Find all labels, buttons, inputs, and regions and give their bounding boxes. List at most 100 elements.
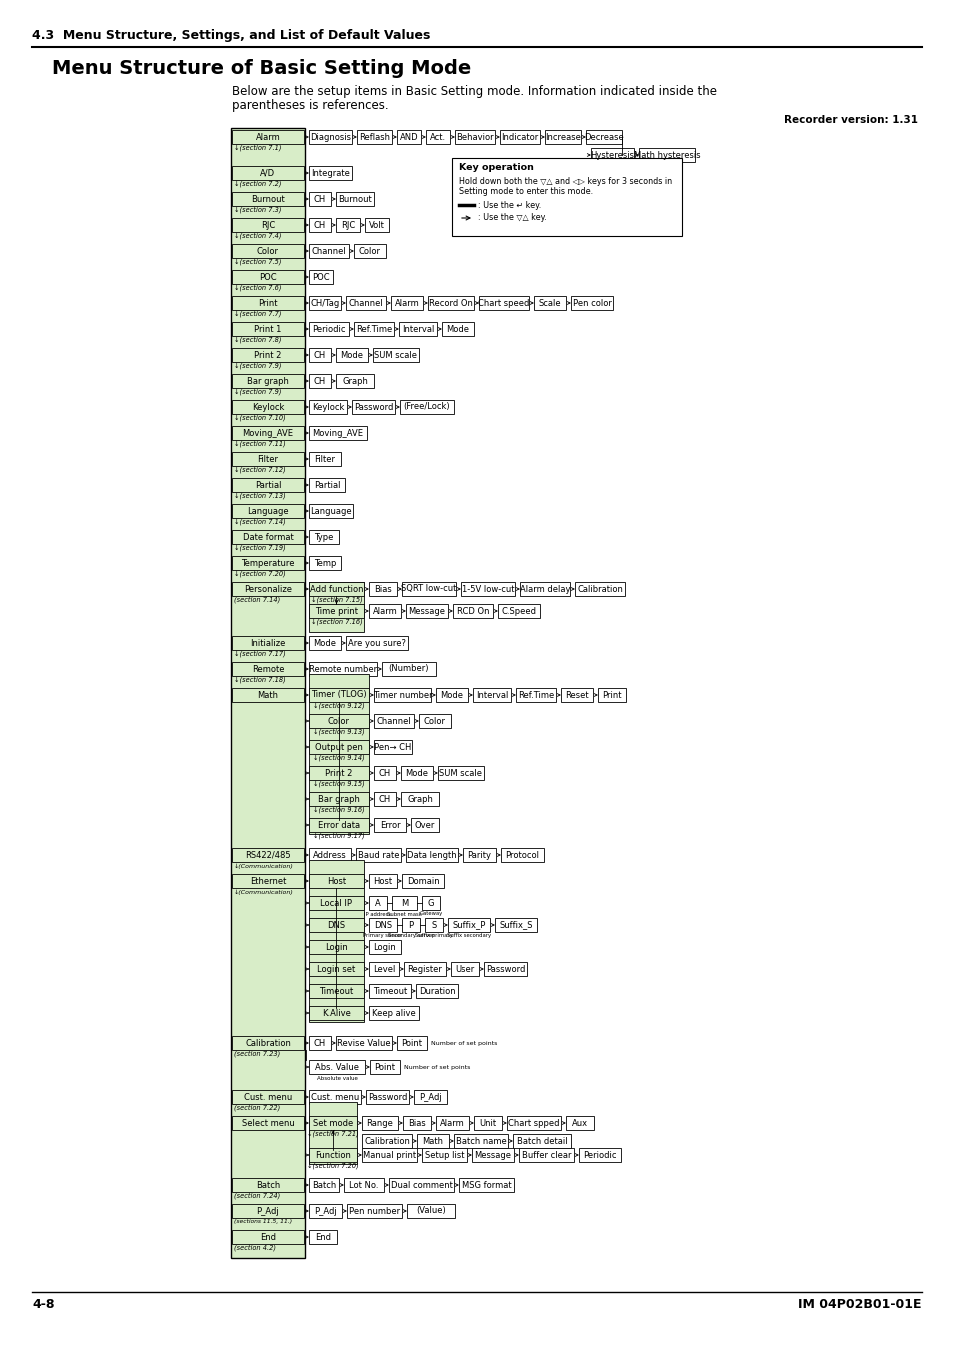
Text: Cust. menu: Cust. menu [311,1092,358,1102]
Text: Color: Color [256,247,278,255]
FancyBboxPatch shape [309,674,369,834]
Text: Number of set points: Number of set points [403,1065,470,1069]
FancyBboxPatch shape [232,1089,304,1104]
FancyBboxPatch shape [424,918,442,932]
Text: AND: AND [399,132,417,142]
Text: Scale: Scale [538,298,560,308]
Text: parentheses is references.: parentheses is references. [232,100,388,112]
FancyBboxPatch shape [355,848,400,863]
FancyBboxPatch shape [534,296,565,310]
FancyBboxPatch shape [309,582,364,595]
FancyBboxPatch shape [309,192,331,207]
Text: Mode: Mode [405,768,428,778]
Text: ↓(section 7.10): ↓(section 7.10) [233,414,286,421]
FancyBboxPatch shape [309,244,349,258]
FancyBboxPatch shape [309,1179,338,1192]
Text: P_Adj: P_Adj [314,1207,336,1215]
FancyBboxPatch shape [400,765,433,780]
Text: Math hysteresis: Math hysteresis [633,150,700,159]
FancyBboxPatch shape [369,896,387,910]
FancyBboxPatch shape [389,1179,454,1192]
FancyBboxPatch shape [309,427,367,440]
Text: Dual comment: Dual comment [390,1180,452,1189]
FancyBboxPatch shape [474,1116,501,1130]
FancyBboxPatch shape [231,128,305,1258]
FancyBboxPatch shape [309,636,340,649]
Text: Color: Color [328,717,350,725]
FancyBboxPatch shape [453,603,493,618]
FancyBboxPatch shape [309,818,369,832]
FancyBboxPatch shape [414,1089,447,1104]
FancyBboxPatch shape [232,270,304,284]
FancyBboxPatch shape [232,244,304,258]
Text: ↓(section 7.9): ↓(section 7.9) [233,363,281,370]
FancyBboxPatch shape [416,984,457,998]
FancyBboxPatch shape [309,1006,364,1021]
Text: Diagnosis: Diagnosis [310,132,351,142]
FancyBboxPatch shape [232,217,304,232]
Text: Cust. menu: Cust. menu [244,1092,292,1102]
Text: Calibration: Calibration [245,1038,291,1048]
FancyBboxPatch shape [354,244,386,258]
Text: ↓(section 7.18): ↓(section 7.18) [233,676,286,683]
Text: Bar graph: Bar graph [317,795,359,803]
FancyBboxPatch shape [421,1148,467,1162]
FancyBboxPatch shape [575,582,624,595]
Text: Abs. Value: Abs. Value [314,1062,358,1072]
Text: ↓(section 7.9): ↓(section 7.9) [233,389,281,396]
FancyBboxPatch shape [407,1204,455,1218]
FancyBboxPatch shape [448,918,490,932]
Text: Math: Math [257,690,278,699]
Text: SQRT low-cut: SQRT low-cut [401,585,456,594]
Text: Math: Math [422,1137,443,1146]
FancyBboxPatch shape [571,296,613,310]
Text: : Use the ▽△ key.: : Use the ▽△ key. [477,213,546,223]
Text: Login: Login [374,942,395,952]
Text: Host: Host [373,876,392,886]
Text: Act.: Act. [430,132,446,142]
FancyBboxPatch shape [369,873,396,888]
Text: ↓(section 7.12): ↓(section 7.12) [233,467,286,474]
Text: (section 7.14): (section 7.14) [233,597,280,603]
Text: Calibration: Calibration [364,1137,410,1146]
Text: RCD On: RCD On [456,606,489,616]
FancyBboxPatch shape [416,1134,449,1148]
Text: (section 7.22): (section 7.22) [233,1104,280,1111]
Text: Range: Range [366,1119,393,1127]
FancyBboxPatch shape [452,158,681,236]
Text: Moving_AVE: Moving_AVE [313,428,363,437]
FancyBboxPatch shape [436,688,468,702]
FancyBboxPatch shape [309,765,369,780]
FancyBboxPatch shape [309,860,364,1022]
FancyBboxPatch shape [232,1116,304,1130]
Text: Color: Color [358,247,380,255]
Text: C.Speed: C.Speed [501,606,536,616]
Text: Set mode: Set mode [313,1119,353,1127]
FancyBboxPatch shape [232,504,304,518]
FancyBboxPatch shape [369,918,396,932]
Text: Error: Error [379,821,400,829]
FancyBboxPatch shape [232,662,304,676]
Text: Address: Address [313,850,347,860]
FancyBboxPatch shape [402,1116,431,1130]
Text: Interval: Interval [401,324,434,333]
Text: Type: Type [314,532,334,541]
Text: Chart speed: Chart speed [477,298,529,308]
Text: Password: Password [485,964,525,973]
FancyBboxPatch shape [346,636,408,649]
FancyBboxPatch shape [347,1204,401,1218]
FancyBboxPatch shape [309,662,376,676]
FancyBboxPatch shape [369,963,398,976]
FancyBboxPatch shape [441,323,474,336]
Text: ↓(section 7.1): ↓(section 7.1) [233,144,281,151]
Text: Function: Function [314,1150,351,1160]
Text: ↓(section 7.20): ↓(section 7.20) [233,571,286,578]
Text: Password: Password [354,402,393,412]
FancyBboxPatch shape [411,818,438,832]
FancyBboxPatch shape [309,1230,336,1243]
Text: Decrease: Decrease [583,132,623,142]
Text: ↓(section 7.2): ↓(section 7.2) [233,181,281,188]
Text: Duration: Duration [418,987,455,995]
FancyBboxPatch shape [578,1148,620,1162]
FancyBboxPatch shape [369,603,400,618]
